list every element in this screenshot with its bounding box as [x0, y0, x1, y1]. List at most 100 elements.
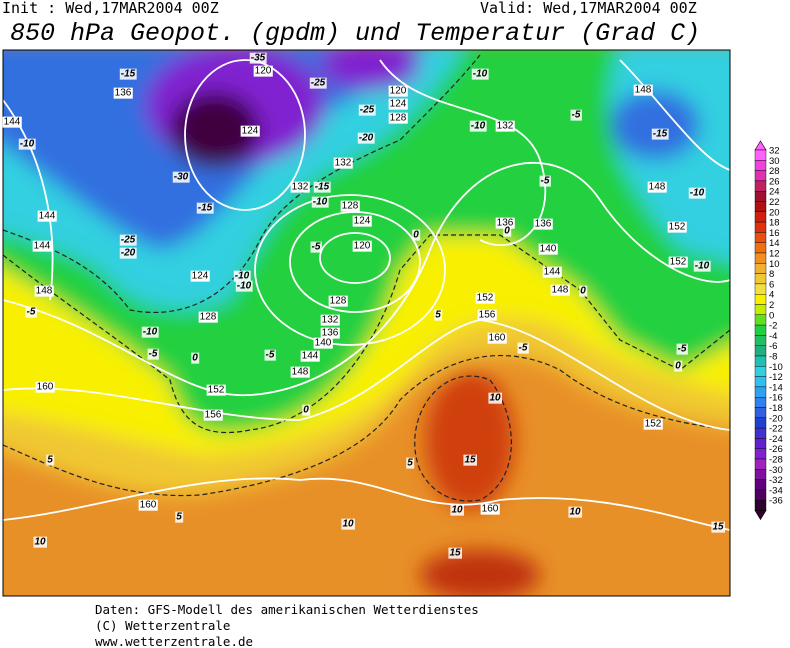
- temperature-label: -5: [519, 343, 528, 354]
- geopotential-label-box: [2, 116, 22, 128]
- geopotential-label-box: [333, 157, 353, 169]
- temperature-label-box: [233, 270, 251, 282]
- geopotential-label: 124: [390, 99, 407, 110]
- colorbar-swatch: [754, 263, 767, 274]
- init-time: Init : Wed,17MAR2004 00Z: [2, 0, 219, 17]
- colorbar-arrow-top: [754, 140, 767, 151]
- geopotential-label: 148: [292, 367, 309, 378]
- temperature-label-box: [450, 504, 464, 516]
- temperature-label: -5: [27, 307, 36, 318]
- geopotential-label-box: [352, 240, 372, 252]
- temperature-label: -10: [471, 121, 486, 132]
- temperature-label: -15: [653, 129, 668, 140]
- temperature-label-box: [313, 181, 331, 193]
- colorbar-label: -26: [769, 444, 783, 455]
- temperature-label: 0: [504, 226, 510, 237]
- colorbar-swatch: [754, 283, 767, 295]
- geopotential-label: 160: [37, 382, 54, 393]
- temperature-label-box: [503, 225, 512, 237]
- temperature-label: -10: [235, 271, 250, 282]
- temperature-label-box: [539, 175, 551, 187]
- temperature-label-box: [46, 454, 55, 466]
- geopotential-label-box: [198, 311, 218, 323]
- temperature-label: -25: [311, 78, 326, 89]
- colorbar-label: 22: [769, 197, 780, 208]
- geopotential-label: 144: [34, 241, 51, 252]
- geopotential-label: 144: [302, 351, 319, 362]
- temperature-label-box: [309, 77, 327, 89]
- colorbar-swatch: [754, 438, 767, 449]
- geopotential-label: 160: [482, 504, 499, 515]
- temperature-label-box: [517, 342, 529, 354]
- colorbar-label: 32: [769, 146, 780, 157]
- colorbar-label: 10: [769, 259, 780, 270]
- temperature-label: 0: [413, 230, 419, 241]
- colorbar-label: 4: [769, 290, 774, 301]
- geopotential-label-box: [253, 65, 273, 77]
- colorbar-label: -12: [769, 372, 783, 383]
- temperature-label: -15: [198, 203, 213, 214]
- geopotential-label: 148: [552, 285, 569, 296]
- geopotential-label: 144: [544, 267, 561, 278]
- geopotential-label-box: [477, 309, 497, 321]
- colorbar-swatch: [754, 180, 767, 192]
- colorbar-swatch: [754, 232, 767, 243]
- colorbar-swatch: [754, 500, 767, 511]
- temperature-label: 10: [451, 505, 463, 516]
- geopotential-label: 160: [140, 500, 157, 511]
- geopotential-label-box: [388, 85, 408, 97]
- geopotential-label: 120: [255, 66, 272, 77]
- colorbar-label: -32: [769, 475, 783, 486]
- colorbar-swatch: [754, 366, 767, 377]
- colorbar-label: 6: [769, 279, 774, 290]
- temperature-label: 5: [47, 455, 53, 466]
- geopotential-label: 144: [39, 211, 56, 222]
- temperature-label: -5: [266, 350, 275, 361]
- colorbar-label: -4: [769, 331, 777, 342]
- colorbar-swatch: [754, 397, 767, 408]
- temperature-label-box: [570, 109, 582, 121]
- geopotential-label-box: [300, 350, 320, 362]
- geopotential-label: 124: [242, 126, 259, 137]
- footer-line: (C) Wetterzentrale: [95, 618, 230, 633]
- temperature-label-box: [674, 360, 683, 372]
- colorbar-label: -28: [769, 455, 783, 466]
- temperature-label-box: [469, 120, 487, 132]
- temperature-label-box: [119, 247, 137, 259]
- temperature-label-box: [119, 68, 137, 80]
- geopotential-label-box: [37, 210, 57, 222]
- temperature-label: -5: [572, 110, 581, 121]
- colorbar-label: 8: [769, 269, 774, 280]
- colorbar-swatch: [754, 417, 767, 429]
- colorbar-swatch: [754, 149, 767, 161]
- geopotential-label: 156: [479, 310, 496, 321]
- geopotential-label-box: [550, 284, 570, 296]
- geopotential-label: 128: [330, 296, 347, 307]
- geopotential-label-box: [533, 218, 553, 230]
- temperature-label: -10: [473, 69, 488, 80]
- geopotential-label: 124: [354, 216, 371, 227]
- footer-line: www.wetterzentrale.de: [95, 634, 253, 648]
- colorbar-label: -30: [769, 465, 783, 476]
- colorbar-swatch: [754, 314, 767, 326]
- temperature-label-box: [676, 343, 688, 355]
- temperature-label: 15: [712, 522, 724, 533]
- colorbar-swatch: [754, 242, 767, 254]
- geopotential-label-box: [352, 215, 372, 227]
- map-frame: [2, 49, 731, 597]
- temperature-label: 0: [192, 353, 198, 364]
- geopotential-label-box: [113, 87, 133, 99]
- temperature-label-box: [693, 260, 711, 272]
- geopotential-label: 140: [540, 244, 557, 255]
- geopotential-label-box: [495, 217, 515, 229]
- colorbar-label: 20: [769, 207, 780, 218]
- temperature-label: 0: [675, 361, 681, 372]
- temperature-label-box: [119, 234, 137, 246]
- geopotential-label-box: [487, 332, 507, 344]
- temperature-label: 10: [342, 519, 354, 530]
- geopotential-label: 152: [670, 257, 687, 268]
- geopotential-label: 128: [200, 312, 217, 323]
- temperature-label-box: [358, 104, 376, 116]
- colorbar-swatch: [754, 273, 767, 285]
- geopotential-label: 156: [205, 410, 222, 421]
